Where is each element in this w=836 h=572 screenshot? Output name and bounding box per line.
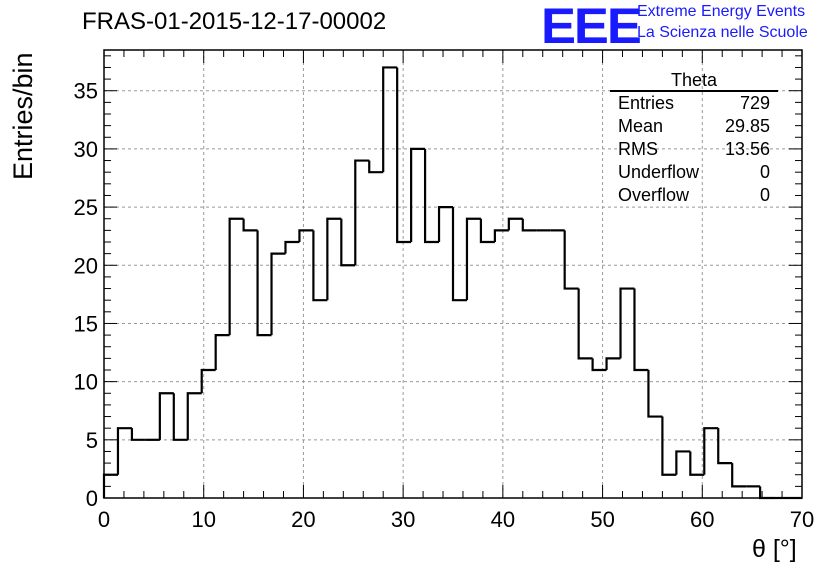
histogram-bin <box>172 393 188 441</box>
stats-row-rms: RMS 13.56 <box>610 138 778 161</box>
histogram-bin <box>689 451 705 476</box>
x-tick-label: 50 <box>590 507 614 532</box>
stats-label: Overflow <box>618 185 690 205</box>
histogram-bin <box>382 66 398 173</box>
histogram-bin <box>605 357 621 370</box>
x-tick-label: 70 <box>790 507 814 532</box>
x-tick-label: 30 <box>391 507 415 532</box>
x-tick-label: 40 <box>491 507 515 532</box>
stats-row-overflow: Overflow 0 <box>610 184 778 207</box>
histogram-bin <box>717 428 733 465</box>
logo-caption-line1: Extreme Energy Events <box>637 3 806 20</box>
histogram-bin <box>675 450 691 475</box>
stats-label: Underflow <box>618 162 700 182</box>
stats-row-underflow: Underflow 0 <box>610 161 778 184</box>
histogram-bin <box>312 230 328 302</box>
histogram-bin <box>326 217 342 301</box>
histogram-bin <box>647 370 663 418</box>
histogram-bin <box>214 333 230 370</box>
x-tick-label: 10 <box>191 507 215 532</box>
histogram-bin <box>521 218 537 232</box>
stats-title: Theta <box>610 70 778 92</box>
stats-label: Mean <box>618 116 664 136</box>
stats-value: 13.56 <box>724 139 770 159</box>
histogram-bin <box>186 392 202 440</box>
histogram-bin <box>200 368 216 394</box>
histogram-bin <box>577 288 593 360</box>
x-tick-label: 0 <box>98 507 110 532</box>
histogram-bin <box>423 148 440 244</box>
histogram-bin <box>479 218 495 244</box>
stats-value: 29.85 <box>724 116 770 136</box>
stats-row-entries: Entries 729 <box>610 92 778 115</box>
y-tick-label: 10 <box>74 370 98 395</box>
histogram-bin <box>354 159 370 266</box>
histogram-bin <box>619 287 635 359</box>
histogram-bin <box>661 416 677 476</box>
y-tick-label: 5 <box>86 428 98 453</box>
y-tick-label: 25 <box>74 195 98 220</box>
stats-box: Theta Entries 729 Mean 29.85 RMS 13.56 U… <box>610 70 778 207</box>
x-tick-label: 20 <box>291 507 315 532</box>
y-tick-label: 30 <box>74 137 98 162</box>
stats-row-mean: Mean 29.85 <box>610 115 778 138</box>
stats-label: Entries <box>618 93 675 113</box>
stats-label: RMS <box>618 139 658 159</box>
histogram-bin <box>410 147 426 242</box>
histogram-bin <box>437 205 453 242</box>
histogram-bin <box>563 230 579 290</box>
histogram-bin <box>256 230 272 337</box>
y-tick-label: 0 <box>86 486 98 511</box>
histogram-bin <box>340 218 356 267</box>
stats-value: 729 <box>739 93 770 113</box>
histogram-bin <box>242 218 258 232</box>
histogram-bin <box>396 67 412 244</box>
stats-value: 0 <box>759 185 770 205</box>
y-tick-label: 20 <box>74 253 98 278</box>
histogram-bin <box>270 252 286 336</box>
histogram-bin <box>158 392 174 440</box>
logo-caption-line2: La Scienza nelle Scuole <box>637 24 808 41</box>
histogram-bin <box>130 428 146 441</box>
histogram-bin <box>298 229 314 242</box>
chart-title: FRAS-01-2015-12-17-00002 <box>82 8 387 35</box>
histogram-bin <box>116 427 132 475</box>
histogram-bin <box>228 217 244 336</box>
histogram-bin <box>465 217 481 301</box>
histogram-bin <box>284 240 300 254</box>
histogram-bin <box>451 207 467 302</box>
histogram-bin <box>591 358 607 372</box>
histogram-bin <box>368 160 384 174</box>
eee-logo: EEE <box>541 0 642 54</box>
histogram-bin <box>731 463 747 488</box>
histogram-bin <box>507 217 523 231</box>
histogram-bin <box>703 427 719 475</box>
x-tick-label: 60 <box>690 507 714 532</box>
y-tick-label: 15 <box>74 311 98 336</box>
y-tick-label: 35 <box>74 79 98 104</box>
stats-value: 0 <box>759 162 770 182</box>
histogram-bin <box>633 288 649 372</box>
histogram-bin <box>493 229 509 242</box>
x-axis-label: θ [°] <box>752 535 797 563</box>
plot-frame <box>103 49 803 499</box>
